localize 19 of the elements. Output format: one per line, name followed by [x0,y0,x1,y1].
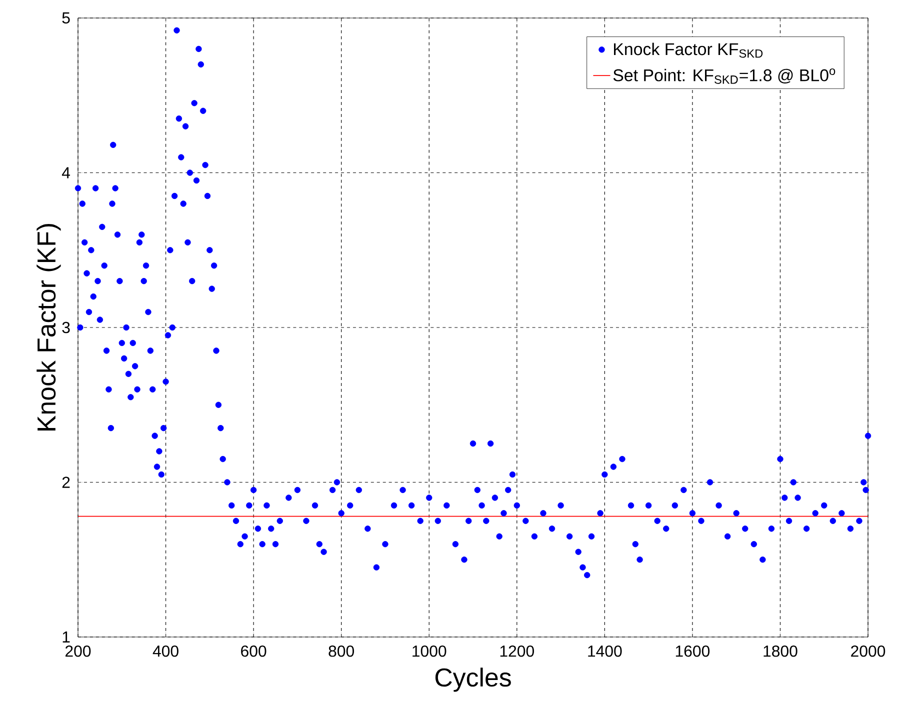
x-tick-label: 1400 [588,646,622,657]
y-tick-label: 1 [62,632,70,642]
legend-label: Set Point: KF$_{SKD}$=1.8 @ BL0$^{o}$ [613,68,836,84]
y-tick-label: 5 [62,12,70,24]
x-tick-label: 1200 [500,646,534,657]
y-tick-label: 2 [62,476,70,488]
legend-label: Knock Factor KF$_{SKD}$ [614,42,763,58]
y-axis-title: Knock Factor (KF) [36,224,61,430]
x-axis-title: Cycles [435,668,511,692]
x-tick-label: 1800 [764,646,798,657]
x-tick-label: 1600 [676,646,710,657]
x-tick-label: 2000 [851,646,886,657]
x-tick-label: 200 [66,646,91,657]
y-tick-label: 3 [62,322,70,334]
y-tick-label: 4 [62,167,70,178]
x-tick-label: 800 [328,646,354,657]
x-tick-label: 600 [241,646,266,657]
x-tick-label: 400 [152,646,178,657]
x-tick-label: 1000 [412,646,446,657]
